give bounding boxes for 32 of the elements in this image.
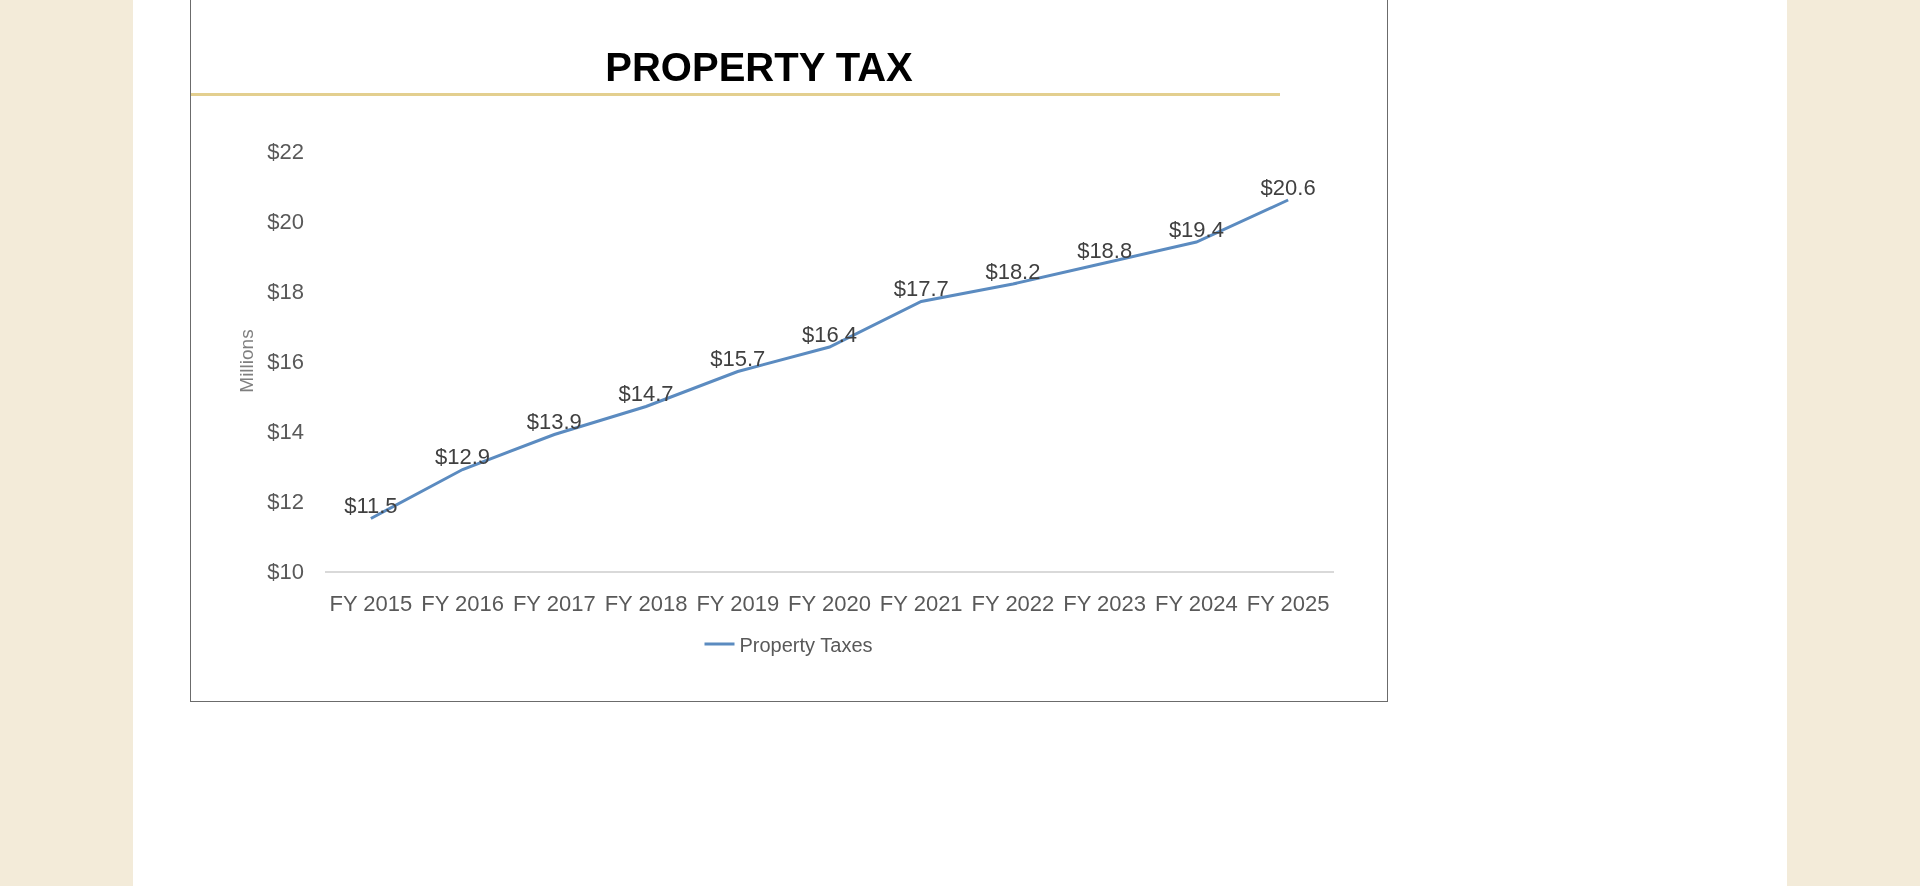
x-tick-label: FY 2018 — [604, 591, 688, 617]
x-tick-label: FY 2019 — [696, 591, 780, 617]
data-label: $17.7 — [893, 276, 949, 301]
data-label: $14.7 — [618, 381, 674, 406]
y-tick-label: $20 — [267, 208, 304, 234]
x-tick-label: FY 2015 — [329, 591, 413, 617]
x-tick-label: FY 2024 — [1155, 591, 1238, 617]
data-label: $18.2 — [985, 258, 1041, 284]
data-label: $20.6 — [1260, 174, 1316, 200]
x-tick-label: FY 2020 — [788, 591, 871, 617]
chart-title: PROPERTY TAX — [605, 45, 914, 89]
y-axis-title: Millions — [236, 329, 258, 393]
x-tick-label: FY 2017 — [512, 591, 596, 617]
y-tick-label: $16 — [267, 348, 304, 374]
y-tick-label: $22 — [267, 138, 304, 164]
data-label: $12.9 — [435, 444, 491, 469]
data-label: $15.7 — [710, 346, 766, 371]
x-tick-label: FY 2016 — [421, 591, 504, 617]
y-tick-label: $14 — [267, 418, 304, 444]
x-tick-label: FY 2021 — [879, 591, 963, 617]
data-label: $19.4 — [1168, 216, 1224, 242]
x-tick-label: FY 2022 — [971, 591, 1055, 617]
y-tick-label: $18 — [267, 278, 304, 304]
x-tick-label: FY 2023 — [1063, 591, 1147, 617]
x-tick-label: FY 2025 — [1246, 591, 1330, 617]
y-tick-label: $10 — [267, 558, 304, 584]
data-label: $11.5 — [344, 493, 398, 518]
data-label: $18.8 — [1077, 237, 1133, 263]
y-tick-label: $12 — [267, 488, 304, 514]
data-label: $13.9 — [526, 409, 582, 434]
data-label: $16.4 — [801, 321, 858, 347]
legend-label: Property Taxes — [739, 633, 873, 656]
